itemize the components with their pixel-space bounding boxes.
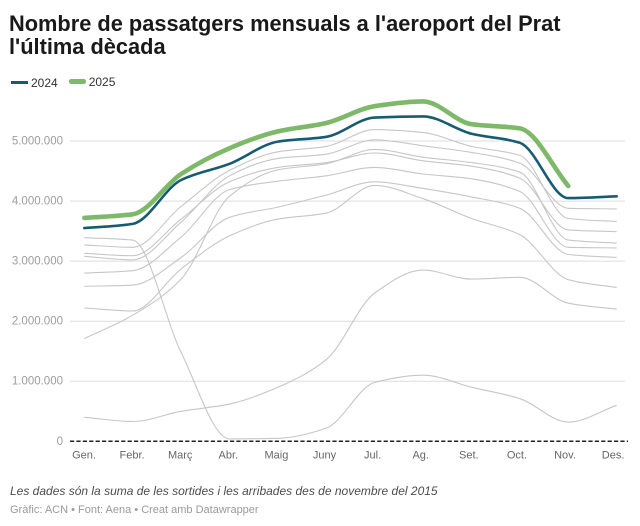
svg-text:1.000.000: 1.000.000 [12, 376, 63, 388]
svg-text:Abr.: Abr. [219, 450, 239, 462]
svg-text:3.000.000: 3.000.000 [12, 256, 63, 268]
svg-text:Maig: Maig [264, 450, 288, 462]
svg-text:4.000.000: 4.000.000 [12, 196, 63, 208]
svg-text:0: 0 [57, 436, 63, 448]
svg-text:Nov.: Nov. [554, 450, 576, 462]
svg-text:Set.: Set. [459, 450, 479, 462]
svg-text:Juny: Juny [313, 450, 337, 462]
svg-text:5.000.000: 5.000.000 [12, 136, 63, 148]
svg-text:Oct.: Oct. [507, 450, 527, 462]
svg-text:Des.: Des. [602, 450, 625, 462]
svg-text:Febr.: Febr. [120, 450, 145, 462]
svg-text:2.000.000: 2.000.000 [12, 316, 63, 328]
svg-text:Jul.: Jul. [364, 450, 381, 462]
svg-text:Gen.: Gen. [72, 450, 96, 462]
svg-text:Ag.: Ag. [412, 450, 429, 462]
svg-text:Març: Març [168, 450, 193, 462]
